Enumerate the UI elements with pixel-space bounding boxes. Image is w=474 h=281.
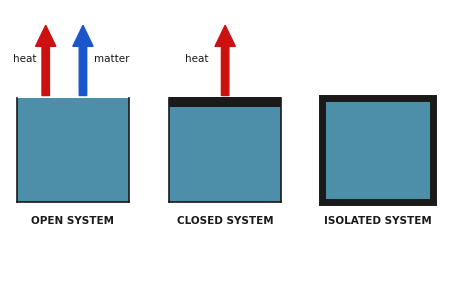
FancyArrow shape (73, 25, 93, 96)
Bar (322, 98, 433, 202)
Text: matter: matter (94, 54, 129, 64)
Bar (17, 98, 128, 202)
Text: ISOLATED SYSTEM: ISOLATED SYSTEM (324, 216, 431, 226)
Text: OPEN SYSTEM: OPEN SYSTEM (31, 216, 114, 226)
Text: heat: heat (13, 54, 36, 64)
Bar (322, 98, 433, 202)
Text: CLOSED SYSTEM: CLOSED SYSTEM (177, 216, 273, 226)
FancyArrow shape (215, 25, 235, 96)
Bar (169, 97, 281, 107)
Text: heat: heat (184, 54, 208, 64)
FancyArrow shape (36, 25, 56, 96)
Bar (169, 98, 281, 202)
